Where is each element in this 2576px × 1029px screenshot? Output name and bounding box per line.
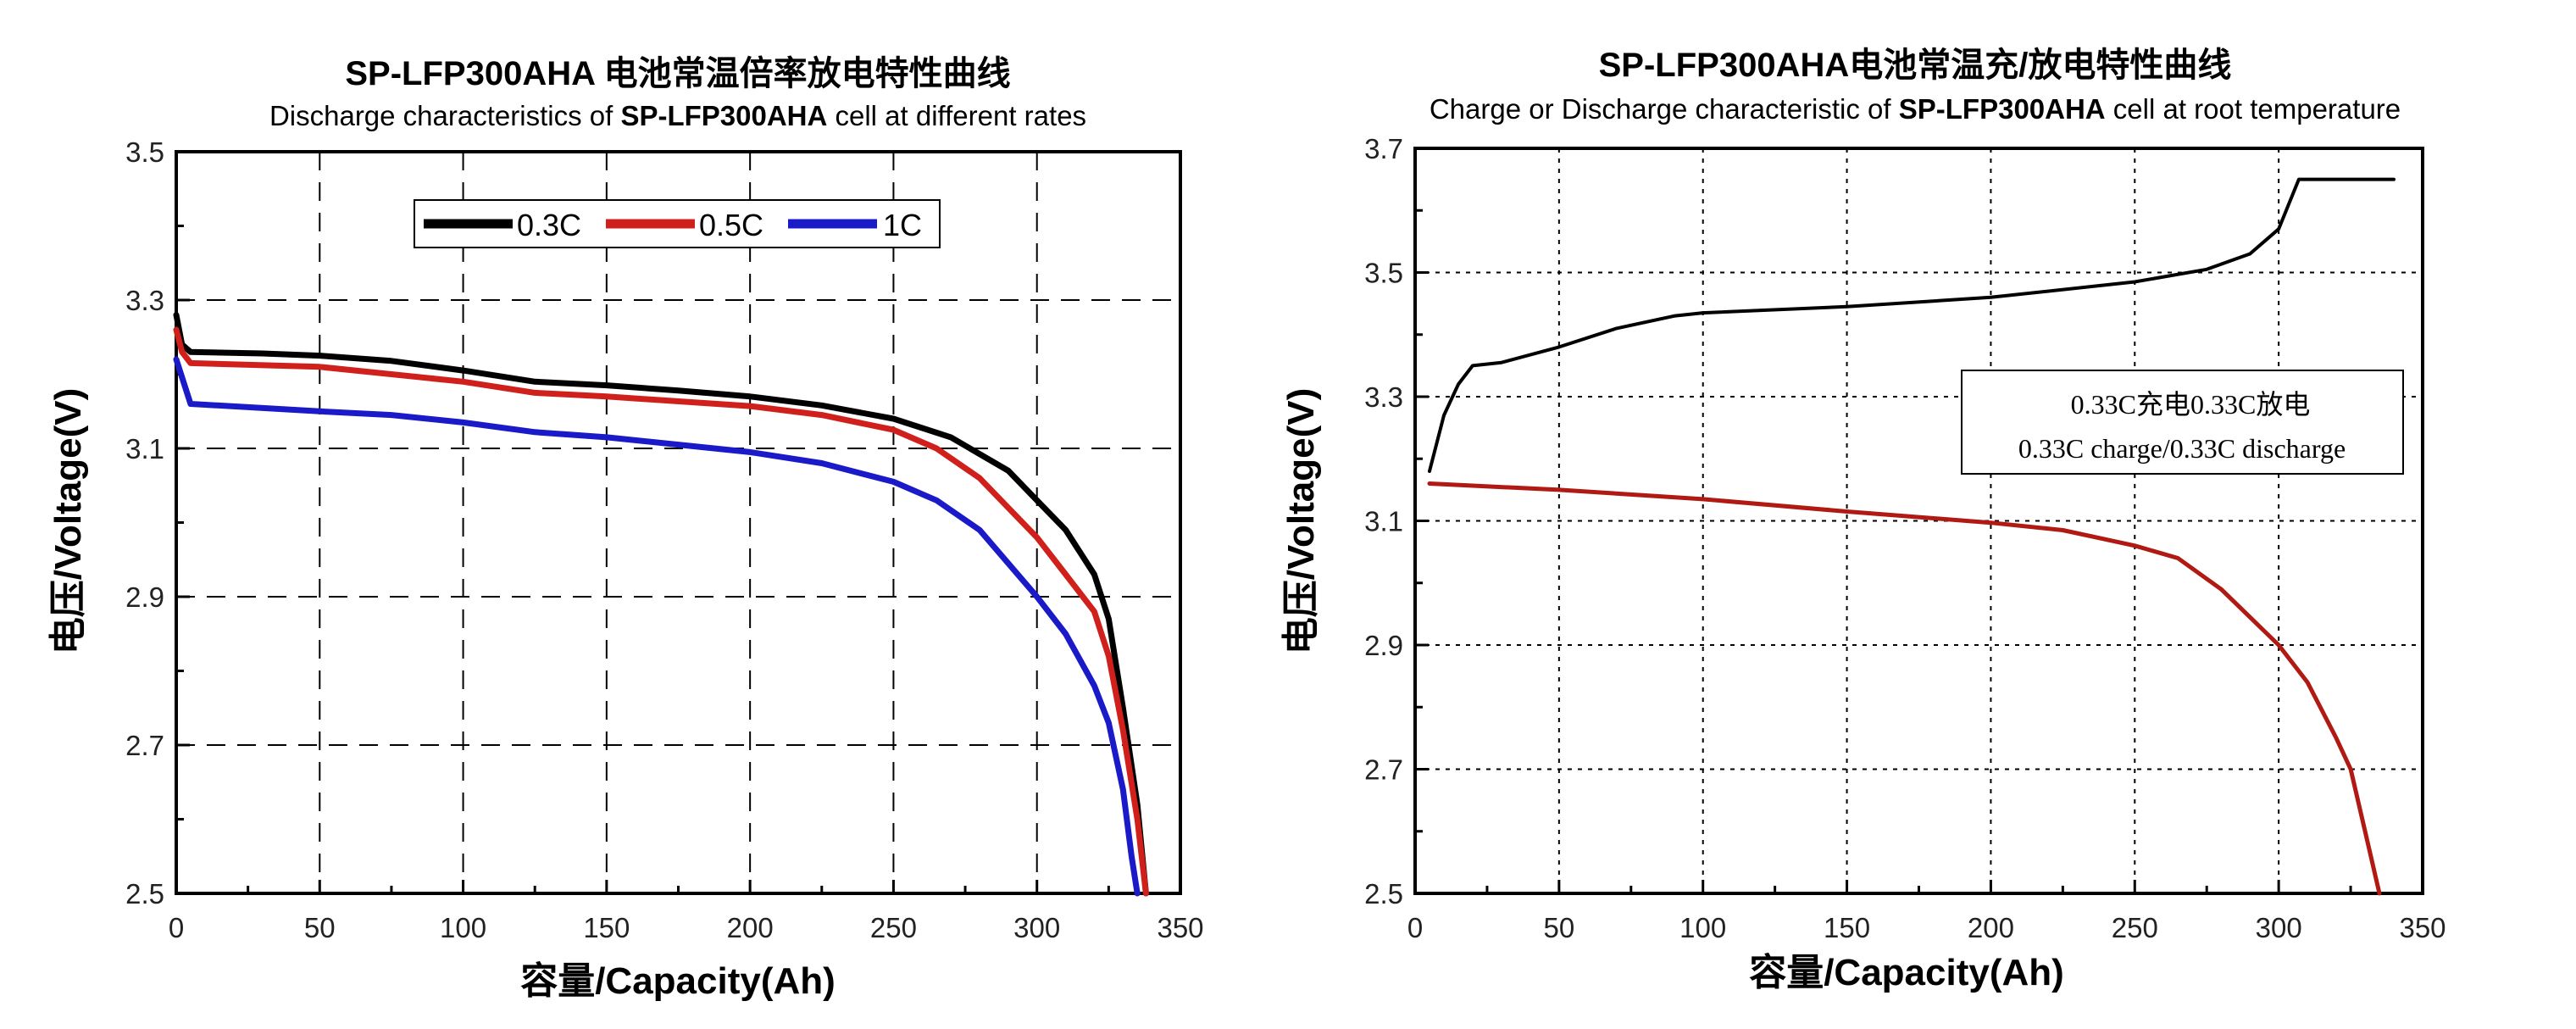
rate-discharge-chart: 0 50 100 150 200 250 300 3502.52.72.93.13.33.5 …	[47, 55, 1204, 1002]
chart-title: SP-LFP300AHA 电池常温倍率放电特性曲线	[345, 55, 1010, 92]
chart-subtitle: Discharge characteristics of SP-LFP300AH…	[269, 100, 1086, 131]
plot-area: 0 50 100 150 200 250 300 350 2.5 2.7 2.9 3.1 3.3 3.5 3…	[1364, 133, 2446, 943]
subtitle-part: Discharge characteristics of	[269, 100, 620, 131]
x-tick-label: 200	[1968, 912, 2014, 943]
y-tick-label: 2.5	[125, 878, 164, 909]
x-tick-label: 0	[1407, 912, 1423, 943]
legend-text-cn: 0.33C充电0.33C放电	[2071, 389, 2311, 420]
legend-label-0.5c: 0.5C	[699, 208, 763, 242]
x-axis-label: 容量/Capacity(Ah)	[520, 960, 836, 1002]
plot-frame	[175, 150, 1182, 895]
y-tick-label: 2.9	[125, 581, 164, 613]
x-tick-label: 250	[870, 912, 917, 943]
x-tick-label: 200	[727, 912, 774, 943]
y-tick-label: 3.1	[125, 433, 164, 464]
x-tick-label: 300	[2256, 912, 2302, 943]
chart-subtitle: Charge or Discharge characteristic of SP…	[1430, 93, 2401, 125]
x-tick-label: 50	[1543, 912, 1574, 943]
legend-text-en: 0.33C charge/0.33C discharge	[2018, 433, 2346, 464]
y-tick-label: 3.3	[125, 285, 164, 316]
y-tick-label: 3.7	[1364, 133, 1403, 164]
x-tick-label: 350	[2399, 912, 2446, 943]
legend: 0.3C 0.5C 1C	[414, 199, 941, 248]
series-line-0.5c	[173, 326, 1149, 897]
y-tick-label: 3.5	[125, 136, 164, 168]
x-axis-label: 容量/Capacity(Ah)	[1749, 952, 2064, 993]
x-tick-label: 50	[304, 912, 336, 943]
legend-label-1c: 1C	[883, 208, 922, 242]
y-tick-label: 3.5	[1364, 258, 1403, 289]
x-tick-label: 100	[440, 912, 486, 943]
y-tick-label: 2.5	[1364, 878, 1403, 909]
x-tick-label: 250	[2112, 912, 2158, 943]
subtitle-part: cell at different rates	[827, 100, 1086, 131]
x-tick-label: 350	[1157, 912, 1203, 943]
y-tick-label: 3.1	[1364, 506, 1403, 537]
legend-box	[1961, 370, 2404, 475]
legend: 0.33C充电0.33C放电 0.33C charge/0.33C discha…	[1961, 370, 2404, 475]
y-tick-label: 3.3	[1364, 381, 1403, 413]
series-line-1c	[173, 356, 1141, 897]
subtitle-part: SP-LFP300AHA	[1899, 93, 2106, 125]
legend-label-0.3c: 0.3C	[517, 208, 581, 242]
x-tick-label: 150	[583, 912, 630, 943]
charge-discharge-chart: 0 50 100 150 200 250 300 350 2.5 2.7 2.9 3.1 3.3 3.5 3…	[1280, 47, 2446, 993]
subtitle-part: SP-LFP300AHA	[620, 100, 827, 131]
x-tick-label: 150	[1824, 912, 1870, 943]
y-tick-label: 2.7	[125, 730, 164, 761]
plot-area: 0 50 100 150 200 250 300 350 2.5 2.7 2.9 3.1 3.3 3.5	[125, 136, 1203, 943]
subtitle-part: cell at root temperature	[2106, 93, 2401, 125]
x-tick-label: 100	[1679, 912, 1726, 943]
y-tick-label: 2.9	[1364, 630, 1403, 661]
series-line-curve-0	[1428, 177, 2396, 473]
y-axis-label: 电压/Voltage(V)	[47, 388, 89, 655]
plot-frame	[1413, 147, 2424, 895]
chart-title: SP-LFP300AHA电池常温充/放电特性曲线	[1599, 47, 2232, 84]
series-line-0.3c	[173, 312, 1149, 897]
series-line-curve-1	[1427, 481, 2382, 896]
x-tick-label: 0	[169, 912, 184, 943]
subtitle-part: Charge or Discharge characteristic of	[1430, 93, 1899, 125]
y-axis-label: 电压/Voltage(V)	[1280, 388, 1322, 655]
y-tick-label: 2.7	[1364, 754, 1403, 786]
x-tick-label: 300	[1013, 912, 1060, 943]
